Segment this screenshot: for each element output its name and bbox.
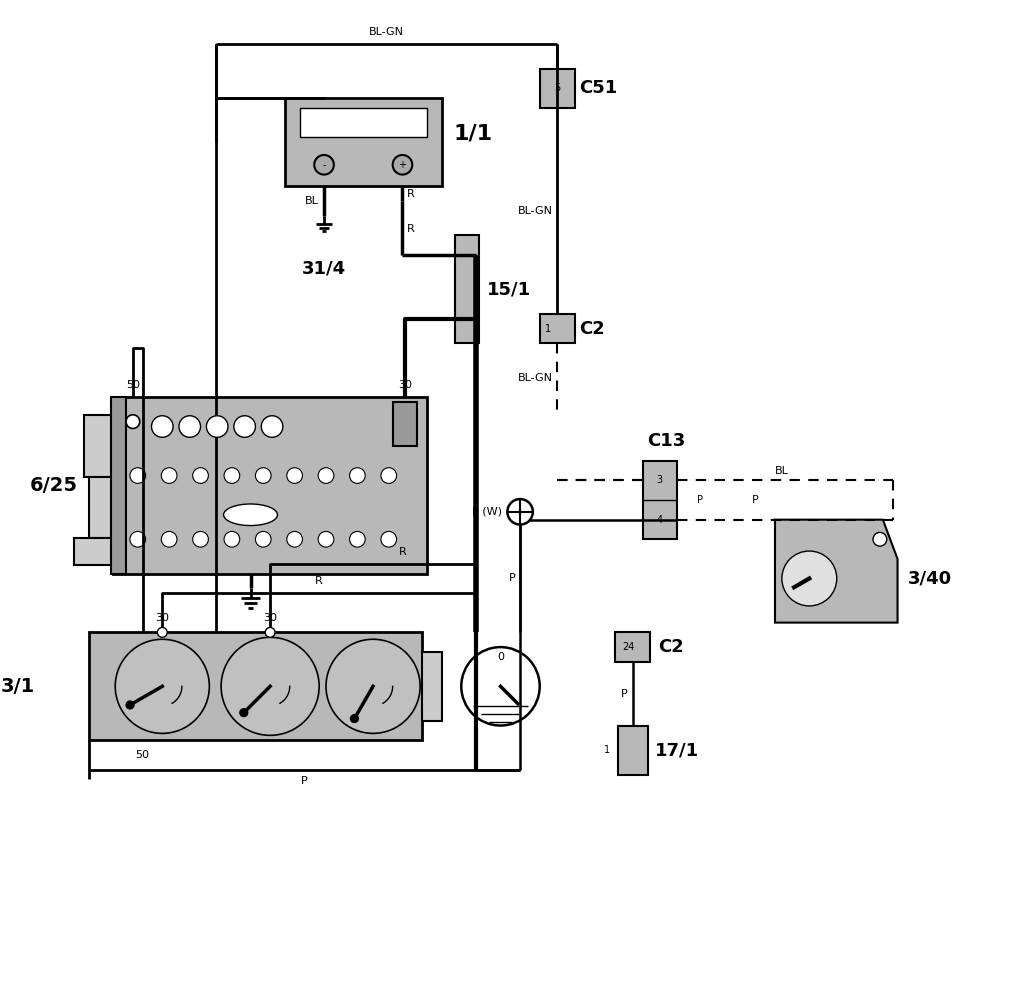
Text: 0: 0	[497, 652, 504, 662]
Text: R: R	[315, 576, 323, 586]
Circle shape	[873, 532, 887, 546]
Text: +: +	[398, 160, 407, 170]
Circle shape	[261, 415, 283, 438]
Text: 1: 1	[604, 745, 610, 756]
Circle shape	[349, 468, 366, 484]
Circle shape	[318, 468, 334, 484]
Circle shape	[233, 415, 255, 438]
Circle shape	[207, 415, 228, 438]
Text: 50: 50	[126, 380, 140, 390]
Text: R: R	[398, 547, 407, 557]
Bar	[74, 538, 118, 564]
Circle shape	[193, 468, 208, 484]
Circle shape	[193, 531, 208, 547]
Circle shape	[392, 155, 413, 175]
Text: BL: BL	[305, 196, 319, 206]
Text: 30: 30	[398, 380, 413, 390]
Text: C13: C13	[647, 433, 686, 451]
Text: -: -	[323, 160, 326, 170]
Bar	[89, 477, 116, 538]
Circle shape	[318, 531, 334, 547]
Circle shape	[224, 531, 240, 547]
Text: 17/1: 17/1	[655, 741, 699, 760]
Bar	[112, 397, 126, 573]
Bar	[285, 99, 441, 186]
Circle shape	[179, 415, 201, 438]
Text: P: P	[622, 689, 628, 699]
Circle shape	[126, 414, 139, 429]
Text: BL: BL	[775, 466, 788, 476]
Circle shape	[349, 531, 366, 547]
Text: 5: 5	[554, 83, 560, 94]
Bar	[615, 633, 650, 662]
Circle shape	[265, 628, 275, 638]
Circle shape	[381, 468, 396, 484]
Text: 30: 30	[156, 613, 169, 623]
Circle shape	[287, 468, 302, 484]
Circle shape	[116, 639, 209, 733]
Text: BL-GN: BL-GN	[517, 372, 553, 382]
Circle shape	[350, 714, 358, 722]
Circle shape	[314, 155, 334, 175]
Circle shape	[221, 638, 319, 735]
Text: 50: 50	[136, 749, 150, 760]
Text: R: R	[408, 223, 415, 233]
Bar	[84, 414, 118, 477]
Circle shape	[224, 468, 240, 484]
Circle shape	[255, 468, 271, 484]
Text: P: P	[301, 777, 308, 787]
Text: 31/4: 31/4	[302, 260, 346, 278]
Circle shape	[158, 628, 167, 638]
Circle shape	[287, 531, 302, 547]
Bar	[540, 68, 575, 108]
Circle shape	[130, 531, 145, 547]
Circle shape	[782, 551, 837, 606]
Text: P: P	[752, 495, 759, 505]
Circle shape	[255, 531, 271, 547]
Bar	[300, 108, 427, 138]
Bar	[643, 461, 677, 539]
Text: BL-GN: BL-GN	[370, 27, 404, 37]
Text: 15/1: 15/1	[486, 281, 530, 299]
Bar	[89, 633, 422, 740]
Circle shape	[130, 468, 145, 484]
Circle shape	[381, 531, 396, 547]
Text: P (W): P (W)	[472, 507, 503, 517]
Text: 6/25: 6/25	[30, 476, 78, 495]
Text: 30: 30	[263, 613, 278, 623]
Text: 1/1: 1/1	[454, 124, 493, 144]
Bar	[392, 402, 417, 446]
Circle shape	[507, 499, 532, 524]
Text: C2: C2	[579, 320, 605, 337]
Ellipse shape	[223, 504, 278, 525]
Polygon shape	[775, 520, 898, 623]
Bar	[422, 652, 441, 720]
Text: R: R	[408, 189, 415, 199]
Circle shape	[162, 531, 177, 547]
Circle shape	[152, 415, 173, 438]
Circle shape	[162, 468, 177, 484]
Bar	[540, 314, 575, 343]
Circle shape	[240, 709, 248, 716]
Text: C51: C51	[579, 79, 617, 98]
Circle shape	[126, 701, 134, 709]
Text: 4: 4	[656, 515, 663, 525]
Text: 3/40: 3/40	[907, 569, 951, 588]
Circle shape	[461, 647, 540, 725]
Text: P: P	[696, 495, 702, 505]
Text: 3/1: 3/1	[1, 677, 35, 696]
Text: 24: 24	[622, 642, 634, 652]
Bar	[618, 725, 647, 775]
Circle shape	[326, 639, 420, 733]
Text: 3: 3	[656, 476, 663, 486]
Text: P: P	[509, 573, 515, 583]
Text: BL-GN: BL-GN	[517, 206, 553, 216]
Text: 1: 1	[545, 324, 551, 334]
Bar	[456, 235, 479, 343]
Text: C2: C2	[658, 638, 684, 656]
Bar	[114, 397, 427, 573]
